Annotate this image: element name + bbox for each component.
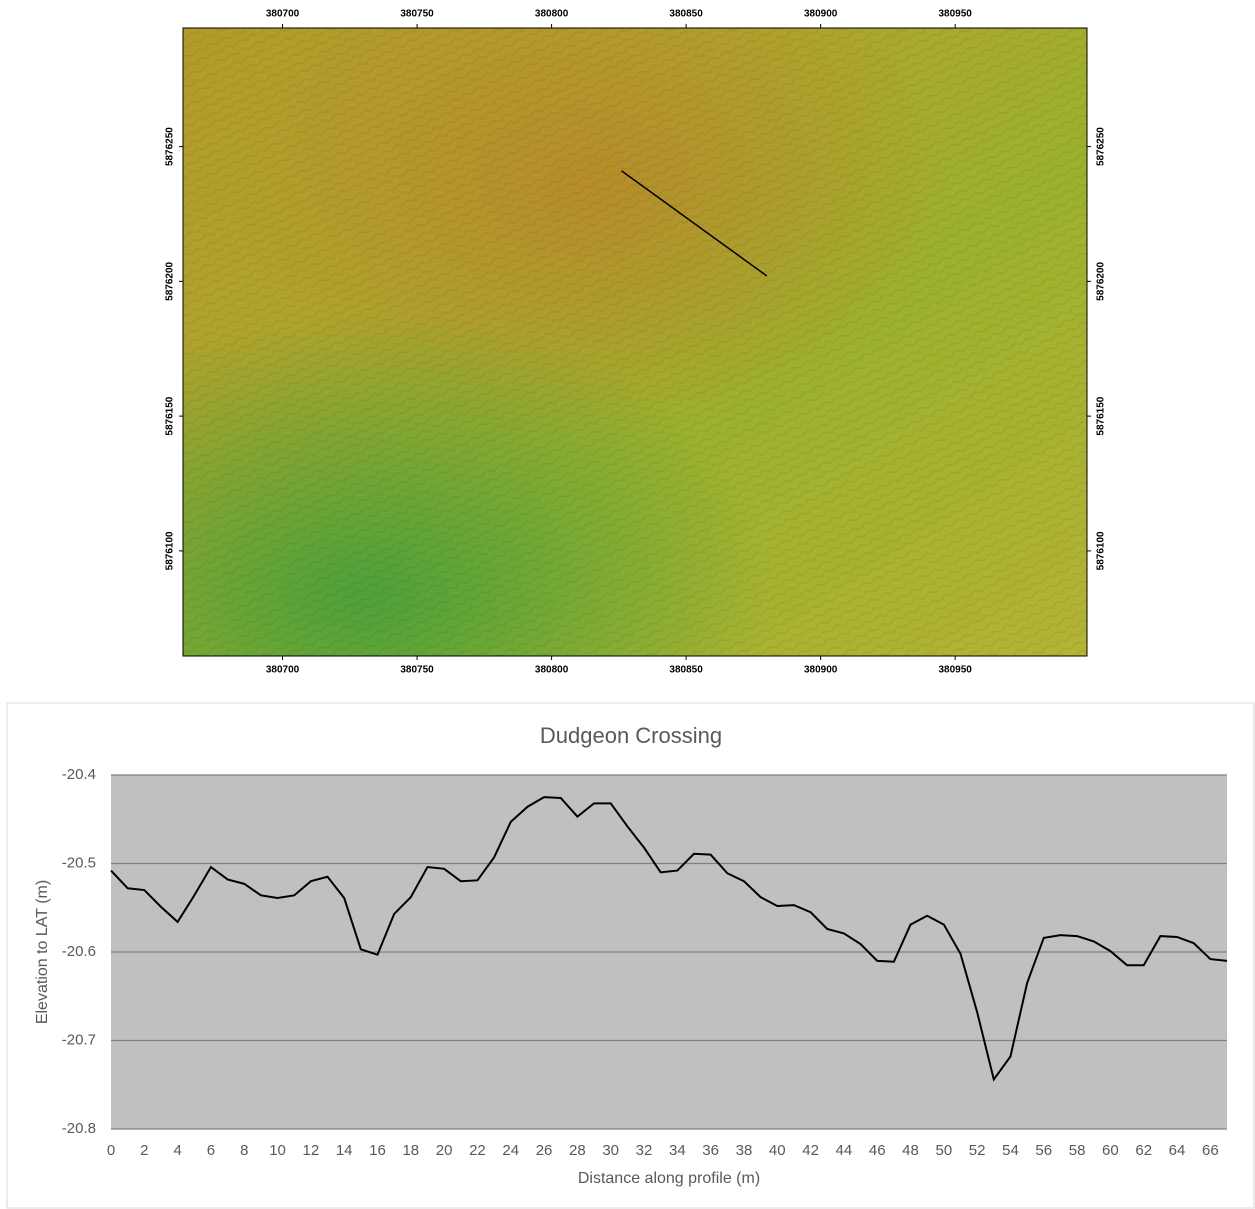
y-tick-label: -20.5 — [62, 854, 96, 871]
y-tick-label: 5876150 — [165, 396, 176, 435]
x-tick-label: 380850 — [669, 9, 703, 20]
x-tick-label: 380950 — [938, 9, 972, 20]
x-tick-label: 28 — [569, 1142, 586, 1159]
y-tick-label: 5876200 — [1096, 261, 1107, 300]
x-tick-label: 40 — [769, 1142, 786, 1159]
x-tick-label: 36 — [702, 1142, 719, 1159]
y-tick-label: 5876250 — [1096, 127, 1107, 166]
x-tick-label: 380750 — [400, 665, 434, 676]
x-tick-label: 18 — [402, 1142, 419, 1159]
y-tick-label: 5876200 — [165, 261, 176, 300]
profile-line — [621, 170, 768, 277]
x-tick-label: 54 — [1002, 1142, 1019, 1159]
x-tick-label: 26 — [536, 1142, 553, 1159]
x-tick-label: 46 — [869, 1142, 886, 1159]
map-image — [182, 27, 1088, 657]
x-tick-label: 30 — [602, 1142, 619, 1159]
x-tick-label: 24 — [502, 1142, 519, 1159]
x-tick-label: 64 — [1169, 1142, 1186, 1159]
x-tick-label: 34 — [669, 1142, 686, 1159]
x-tick-label: 62 — [1135, 1142, 1152, 1159]
x-tick-label: 60 — [1102, 1142, 1119, 1159]
x-tick-label: 56 — [1035, 1142, 1052, 1159]
x-tick-label: 44 — [836, 1142, 853, 1159]
x-tick-label: 58 — [1069, 1142, 1086, 1159]
x-tick-label: 12 — [303, 1142, 320, 1159]
x-tick-label: 14 — [336, 1142, 353, 1159]
y-tick-label: -20.7 — [62, 1031, 96, 1048]
x-tick-label: 22 — [469, 1142, 486, 1159]
x-tick-label: 380700 — [266, 9, 300, 20]
x-tick-label: 380700 — [266, 665, 300, 676]
x-tick-label: 0 — [107, 1142, 115, 1159]
x-tick-label: 380750 — [400, 9, 434, 20]
x-tick-label: 42 — [802, 1142, 819, 1159]
y-tick-label: 5876100 — [165, 531, 176, 570]
x-tick-label: 20 — [436, 1142, 453, 1159]
x-tick-label: 380900 — [804, 9, 838, 20]
y-tick-label: -20.8 — [62, 1120, 96, 1137]
x-tick-label: 16 — [369, 1142, 386, 1159]
x-tick-label: 380800 — [535, 665, 569, 676]
x-tick-label: 38 — [736, 1142, 753, 1159]
y-tick-label: -20.6 — [62, 943, 96, 960]
y-tick-label: 5876250 — [165, 127, 176, 166]
y-tick-label: -20.4 — [62, 766, 96, 783]
x-tick-label: 380800 — [535, 9, 569, 20]
x-tick-label: 380950 — [938, 665, 972, 676]
x-tick-label: 380850 — [669, 665, 703, 676]
x-tick-label: 2 — [140, 1142, 148, 1159]
x-tick-label: 32 — [636, 1142, 653, 1159]
x-tick-label: 6 — [207, 1142, 215, 1159]
x-tick-label: 66 — [1202, 1142, 1219, 1159]
x-tick-label: 380900 — [804, 665, 838, 676]
data-line — [110, 796, 1228, 1082]
x-tick-label: 10 — [269, 1142, 286, 1159]
y-tick-label: 5876100 — [1096, 531, 1107, 570]
x-tick-label: 8 — [240, 1142, 248, 1159]
y-tick-label: 5876150 — [1096, 396, 1107, 435]
chart-title: Dudgeon Crossing — [540, 723, 722, 748]
x-tick-label: 50 — [935, 1142, 952, 1159]
x-tick-label: 4 — [173, 1142, 181, 1159]
y-axis-label: Elevation to LAT (m) — [34, 880, 51, 1024]
x-tick-label: 52 — [969, 1142, 986, 1159]
x-tick-label: 48 — [902, 1142, 919, 1159]
x-axis-label: Distance along profile (m) — [578, 1170, 760, 1187]
